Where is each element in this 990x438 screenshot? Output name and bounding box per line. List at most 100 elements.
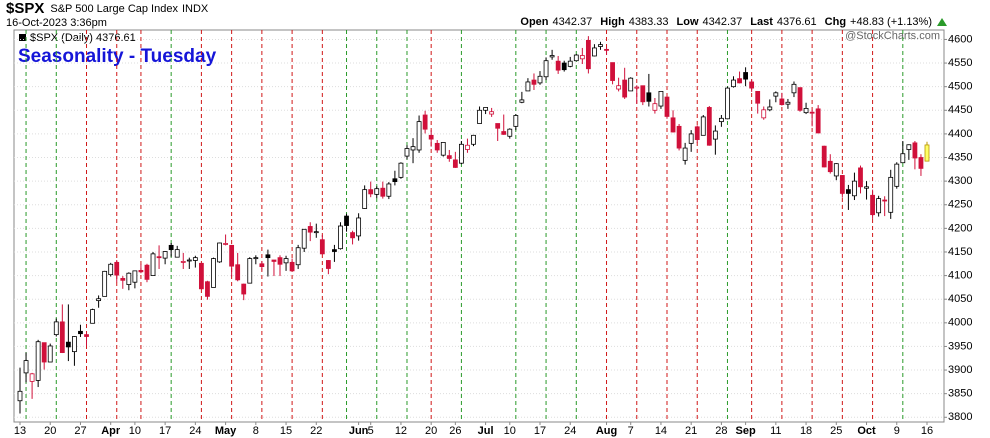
- x-tick-label: 13: [14, 425, 26, 437]
- x-tick-label: 9: [894, 425, 900, 437]
- candle-body: [573, 54, 579, 62]
- candle-body: [374, 188, 380, 195]
- candle-body: [815, 108, 821, 134]
- candle-body: [114, 261, 120, 276]
- candle-body: [380, 187, 386, 197]
- x-tick-label: 21: [685, 425, 697, 437]
- candle-body: [688, 133, 694, 144]
- plot-frame: [13, 29, 945, 423]
- candle-body: [779, 98, 785, 106]
- x-tick-label: May: [215, 425, 237, 437]
- candle-body: [483, 107, 488, 111]
- candle-body: [664, 96, 670, 117]
- x-tick-label: 28: [715, 425, 727, 437]
- candle-body: [434, 142, 440, 151]
- x-tick-label: Oct: [857, 425, 876, 437]
- x-tick-label: 18: [800, 425, 812, 437]
- candle-body: [743, 72, 748, 80]
- candle-body: [452, 159, 458, 168]
- candle-body: [646, 92, 652, 102]
- stat-label: Open: [520, 16, 548, 28]
- x-tick-label: Sep: [736, 425, 756, 437]
- exchange: INDX: [182, 3, 209, 15]
- x-tick-label: 10: [504, 425, 516, 437]
- candle-body: [35, 341, 41, 381]
- candle-body: [519, 99, 525, 103]
- candle-body: [313, 231, 319, 234]
- chart-title: Seasonality - Tuesday: [18, 46, 217, 67]
- stat-label: Low: [677, 16, 699, 28]
- candle-body: [404, 148, 410, 157]
- candle-body: [301, 228, 307, 249]
- candle-body: [319, 239, 325, 255]
- candle-body: [706, 107, 712, 146]
- candle-body: [259, 263, 265, 268]
- candle-body: [29, 373, 35, 382]
- x-tick-label: 15: [280, 425, 292, 437]
- candle-body: [217, 242, 222, 263]
- x-tick-label: Apr: [101, 425, 121, 437]
- candle-body: [162, 251, 168, 259]
- candle-body: [537, 75, 543, 84]
- candle-body: [344, 215, 349, 226]
- candle-body: [156, 256, 162, 259]
- candle-body: [809, 111, 815, 114]
- stat-value: 4342.37: [703, 16, 743, 28]
- candle-body: [749, 81, 755, 89]
- up-arrow: [937, 18, 947, 26]
- y-tick-label: 4150: [948, 246, 972, 258]
- candle-body: [144, 264, 150, 280]
- candle-body: [894, 163, 900, 187]
- stat-label: Chg: [825, 16, 846, 28]
- x-tick-label: 24: [189, 425, 201, 437]
- candle-body: [489, 111, 495, 115]
- x-tick-label: 14: [655, 425, 667, 437]
- candle-body: [876, 198, 882, 214]
- candle-body: [211, 258, 216, 288]
- candle-body: [53, 321, 59, 336]
- candle-body: [767, 106, 773, 111]
- candle-body: [694, 126, 700, 140]
- candle-body: [138, 269, 144, 273]
- candle-body: [65, 341, 71, 348]
- candle-body: [622, 79, 628, 98]
- candle-body: [755, 90, 761, 104]
- candle-body: [495, 123, 501, 129]
- x-tick-label: 5: [368, 425, 374, 437]
- x-tick-label: 12: [395, 425, 407, 437]
- candle-body: [410, 146, 416, 151]
- candle-body: [676, 125, 682, 149]
- candle-body: [265, 254, 271, 259]
- candle-body: [332, 249, 337, 252]
- y-tick-label: 3900: [948, 364, 972, 376]
- stat-value: +48.83 (+1.13%): [850, 16, 932, 28]
- candle-body: [731, 79, 736, 88]
- candle-body: [90, 309, 95, 324]
- candle-body: [78, 330, 83, 335]
- candle-body: [47, 345, 53, 363]
- y-tick-label: 3850: [948, 388, 972, 400]
- candle-body: [247, 258, 253, 284]
- stat-label: High: [600, 16, 625, 28]
- y-tick-label: 4050: [948, 293, 972, 305]
- candle-body: [223, 243, 228, 245]
- x-tick-label: 20: [44, 425, 56, 437]
- candle-body: [773, 92, 779, 97]
- candle-body: [253, 257, 259, 260]
- candle-body: [205, 281, 210, 297]
- candle-body: [833, 163, 839, 177]
- candle-body: [132, 270, 138, 283]
- candle-body: [471, 134, 476, 145]
- y-tick-label: 4600: [948, 33, 972, 45]
- candle-body: [682, 147, 688, 161]
- stat-value: 4376.61: [777, 16, 817, 28]
- candle-body: [592, 47, 597, 57]
- credit: @StockCharts.com: [845, 30, 940, 42]
- y-tick-label: 4350: [948, 151, 972, 163]
- candle-body: [543, 60, 549, 78]
- candle-body: [446, 155, 452, 159]
- candle-body: [96, 298, 102, 302]
- candle-body: [858, 167, 863, 188]
- x-tick-label: 20: [425, 425, 437, 437]
- candle-body: [604, 48, 609, 51]
